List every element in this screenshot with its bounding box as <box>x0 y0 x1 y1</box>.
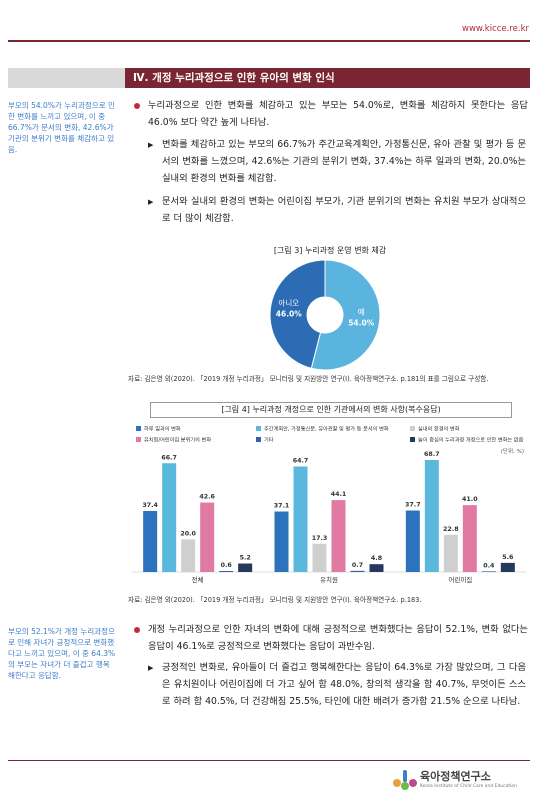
bullet-text: 개정 누리과정으로 인한 자녀의 변화에 대해 긍정적으로 변화했다는 응답이 … <box>148 624 528 652</box>
bar <box>219 571 234 572</box>
bar-value-label: 66.7 <box>161 454 177 461</box>
bar-value-label: 0.7 <box>352 562 363 569</box>
sub-bullet-text: 문서와 실내외 환경의 변화는 어린이집 부모가, 기관 분위기의 변화는 유치… <box>162 196 526 224</box>
legend-swatch <box>136 437 141 442</box>
unit-label: (단위: %) <box>501 447 524 455</box>
bar-value-label: 0.4 <box>483 562 495 569</box>
footer-rule <box>8 760 530 761</box>
bar-value-label: 37.1 <box>274 503 290 510</box>
bar-value-label: 41.0 <box>462 496 478 503</box>
sub-bullet-text: 변화를 체감하고 있는 부모의 66.7%가 주간교육계획안, 가정통신문, 유… <box>162 139 526 184</box>
logo-dot <box>393 779 401 787</box>
legend-label: 하루 일과의 변화 <box>144 425 181 433</box>
bar-chart: 하루 일과의 변화 주간계획안, 가정통신문, 유아관찰 및 평가 등 문서의 변… <box>132 425 526 584</box>
donut-slice <box>310 259 381 371</box>
logo-icon <box>393 770 417 790</box>
bar <box>350 570 365 572</box>
figure-source: 자료: 김은영 외(2020). 「2019 개정 누리과정」 모니터링 및 지… <box>128 596 422 604</box>
legend-label: 놀이 중심의 누리과정 개정으로 인한 변화는 없음 <box>418 436 524 444</box>
url: www.kicce.re.kr <box>462 24 529 34</box>
bar <box>293 466 308 572</box>
title-bar-left <box>8 68 125 88</box>
bar <box>424 460 439 572</box>
bar <box>238 563 253 572</box>
figure-caption: [그림 3] 누리과정 운영 변화 체감 <box>273 246 387 255</box>
bar-value-label: 22.8 <box>443 526 459 533</box>
bar <box>405 510 420 572</box>
bar <box>162 463 177 572</box>
bar-value-label: 5.6 <box>502 554 514 561</box>
sub-bullet-marker: ▶ <box>148 141 154 149</box>
bar <box>369 564 384 572</box>
bar-value-label: 44.1 <box>331 491 347 498</box>
legend-swatch <box>136 426 141 431</box>
legend-label: 기타 <box>264 436 274 444</box>
donut-chart: 예 54.0% 아니오 46.0% <box>269 259 381 371</box>
logo-dot <box>409 779 417 787</box>
bar-value-label: 64.7 <box>293 458 309 465</box>
bar <box>331 500 346 572</box>
legend-label: 유치원/어린이집 분위기의 변화 <box>144 436 211 444</box>
bar-value-label: 0.6 <box>221 562 233 569</box>
bar-value-label: 17.3 <box>312 535 328 542</box>
legend-swatch <box>410 437 415 442</box>
figure-source: 자료: 김은영 외(2020). 「2019 개정 누리과정」 모니터링 및 지… <box>128 375 489 383</box>
x-tick-label: 유치원 <box>320 575 338 584</box>
bar-value-label: 5.2 <box>240 555 251 562</box>
x-tick-label: 어린이집 <box>448 575 472 584</box>
bar-value-label: 37.7 <box>405 502 421 509</box>
donut-slice <box>269 259 326 369</box>
sub-bullet-text: 긍정적인 변화로, 유아들이 더 즐겁고 행복해한다는 응답이 64.3%로 가… <box>162 662 526 707</box>
bar <box>443 534 458 572</box>
bar-value-label: 68.7 <box>424 451 440 458</box>
footer-org: 육아정책연구소 <box>420 770 491 783</box>
bar <box>143 511 158 572</box>
legend-swatch <box>256 426 261 431</box>
legend-label: 실내외 환경의 변화 <box>418 425 460 433</box>
bar <box>481 571 496 572</box>
sub-bullet-marker: ▶ <box>148 198 154 206</box>
logo-bar <box>403 770 407 782</box>
legend-swatch <box>256 437 261 442</box>
bar <box>200 502 215 572</box>
x-tick-label: 전체 <box>192 575 204 584</box>
legend-swatch <box>410 426 415 431</box>
bar-value-label: 20.0 <box>180 530 196 537</box>
sidebar-note: 부모의 54.0%가 누리과정으로 인한 변화를 느끼고 있으며, 이 중 66… <box>8 101 115 154</box>
bullet-dot <box>134 103 140 109</box>
bar-value-label: 37.4 <box>142 502 158 509</box>
bar <box>500 562 515 572</box>
section-title: Ⅳ. 개정 누리과정으로 인한 유아의 변화 인식 <box>125 68 530 88</box>
sidebar-note: 부모의 52.1%가 개정 누리과정으로 인해 자녀가 긍정적으로 변화했다고 … <box>8 627 116 680</box>
footer-org-en: Korea Institute of Child Care and Educat… <box>420 784 518 789</box>
bar <box>312 543 327 572</box>
bar <box>274 511 289 572</box>
bar <box>181 539 196 572</box>
slice-value: 46.0% <box>276 309 303 318</box>
figure-caption: [그림 4] 누리과정 개정으로 인한 기관에서의 변화 사항(복수응답) <box>150 402 512 418</box>
slice-value: 54.0% <box>348 319 375 328</box>
logo-dot <box>401 782 409 790</box>
slice-label: 아니오 <box>278 297 299 307</box>
bullet-text: 누리과정으로 인한 변화를 체감하고 있는 부모는 54.0%로, 변화를 체감… <box>148 100 528 128</box>
bullet-dot <box>134 627 140 633</box>
legend-label: 주간계획안, 가정통신문, 유아관찰 및 평가 등 문서의 변화 <box>264 425 389 433</box>
bar-value-label: 4.8 <box>371 555 382 562</box>
slice-label: 예 <box>358 307 365 317</box>
bar-value-label: 42.6 <box>199 494 215 501</box>
header-rule <box>8 40 530 42</box>
bar <box>462 505 477 572</box>
sub-bullet-marker: ▶ <box>148 664 154 672</box>
